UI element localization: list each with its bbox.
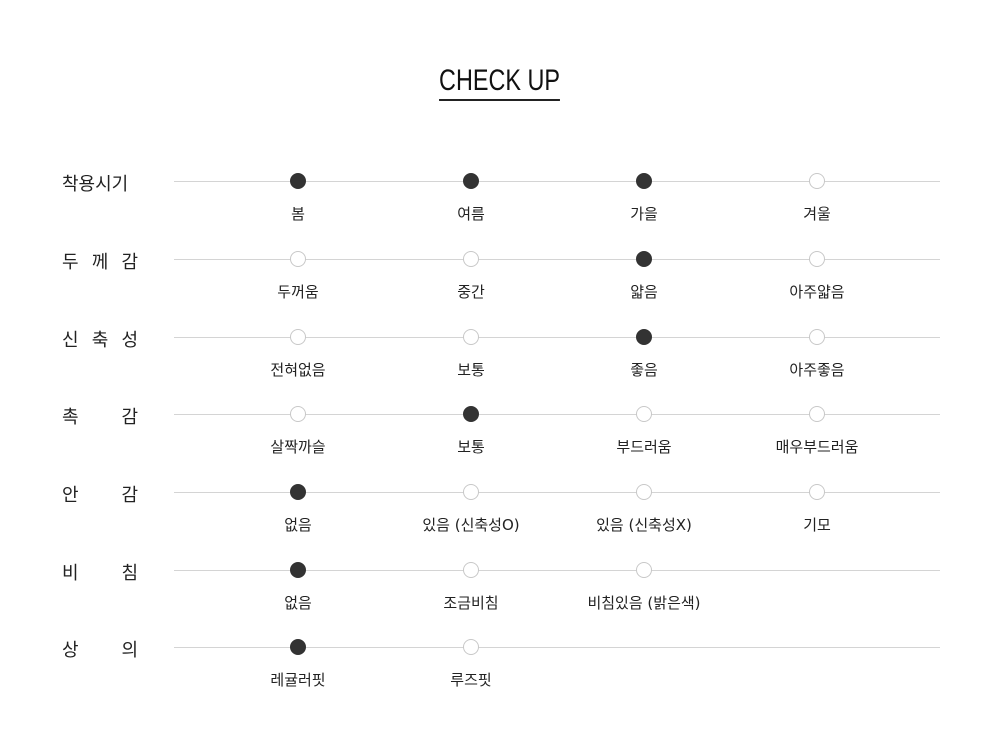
empty-circle-icon: [636, 406, 652, 422]
empty-circle-icon: [809, 484, 825, 500]
option-label: 없음: [284, 516, 312, 534]
filled-circle-icon: [290, 562, 306, 578]
option-label: 있음 (신축성O): [422, 516, 520, 534]
row-divider-line: [174, 337, 940, 338]
empty-circle-icon: [290, 251, 306, 267]
empty-circle-icon: [463, 484, 479, 500]
checkup-row: 착용시기 봄 여름 가을 겨울: [0, 173, 1000, 241]
checkup-title-wrap: CHECK UP: [0, 64, 1000, 101]
option-label: 겨울: [803, 205, 831, 223]
checkup-row: 비 침 없음 조금비침 비침있음 (밝은색): [0, 562, 1000, 630]
row-label: 비 침: [62, 563, 138, 584]
empty-circle-icon: [636, 484, 652, 500]
empty-circle-icon: [809, 406, 825, 422]
option-label: 좋음: [630, 361, 658, 379]
row-label: 신 축 성: [62, 330, 138, 351]
filled-circle-icon: [636, 173, 652, 189]
row-label: 두 께 감: [62, 252, 138, 273]
row-divider-line: [174, 259, 940, 260]
option-label: 레귤러핏: [270, 671, 326, 689]
option-label: 아주좋음: [789, 361, 845, 379]
option-label: 매우부드러움: [775, 438, 859, 456]
filled-circle-icon: [290, 639, 306, 655]
empty-circle-icon: [809, 173, 825, 189]
option-label: 비침있음 (밝은색): [587, 594, 701, 612]
checkup-row: 신 축 성 전혀없음 보통 좋음 아주좋음: [0, 329, 1000, 397]
filled-circle-icon: [290, 173, 306, 189]
option-label: 얇음: [630, 283, 658, 301]
checkup-row: 촉 감 살짝까슬 보통 부드러움 매우부드러움: [0, 406, 1000, 474]
row-divider-line: [174, 414, 940, 415]
checkup-row: 안 감 없음 있음 (신축성O) 있음 (신축성X) 기모: [0, 484, 1000, 552]
row-label: 촉 감: [62, 407, 138, 428]
empty-circle-icon: [463, 639, 479, 655]
option-label: 여름: [457, 205, 485, 223]
filled-circle-icon: [636, 329, 652, 345]
page-title: CHECK UP: [439, 64, 561, 101]
option-label: 조금비침: [443, 594, 499, 612]
empty-circle-icon: [463, 562, 479, 578]
option-label: 보통: [457, 438, 485, 456]
option-label: 부드러움: [616, 438, 672, 456]
option-label: 루즈핏: [450, 671, 492, 689]
empty-circle-icon: [636, 562, 652, 578]
row-divider-line: [174, 647, 940, 648]
option-label: 봄: [291, 205, 305, 223]
empty-circle-icon: [463, 251, 479, 267]
filled-circle-icon: [463, 173, 479, 189]
option-label: 기모: [803, 516, 831, 534]
empty-circle-icon: [290, 406, 306, 422]
row-label: 상 의: [62, 640, 138, 661]
row-divider-line: [174, 181, 940, 182]
option-label: 있음 (신축성X): [596, 516, 692, 534]
empty-circle-icon: [463, 329, 479, 345]
empty-circle-icon: [290, 329, 306, 345]
option-label: 가을: [630, 205, 658, 223]
option-label: 없음: [284, 594, 312, 612]
option-label: 중간: [457, 283, 485, 301]
empty-circle-icon: [809, 329, 825, 345]
checkup-row: 두 께 감 두꺼움 중간 얇음 아주얇음: [0, 251, 1000, 319]
option-label: 아주얇음: [789, 283, 845, 301]
row-label: 안 감: [62, 485, 138, 506]
filled-circle-icon: [636, 251, 652, 267]
row-label: 착용시기: [62, 174, 129, 195]
option-label: 살짝까슬: [270, 438, 326, 456]
option-label: 전혀없음: [270, 361, 326, 379]
option-label: 두꺼움: [277, 283, 319, 301]
checkup-row: 상 의 레귤러핏 루즈핏: [0, 639, 1000, 707]
option-label: 보통: [457, 361, 485, 379]
filled-circle-icon: [463, 406, 479, 422]
row-divider-line: [174, 492, 940, 493]
filled-circle-icon: [290, 484, 306, 500]
empty-circle-icon: [809, 251, 825, 267]
row-divider-line: [174, 570, 940, 571]
